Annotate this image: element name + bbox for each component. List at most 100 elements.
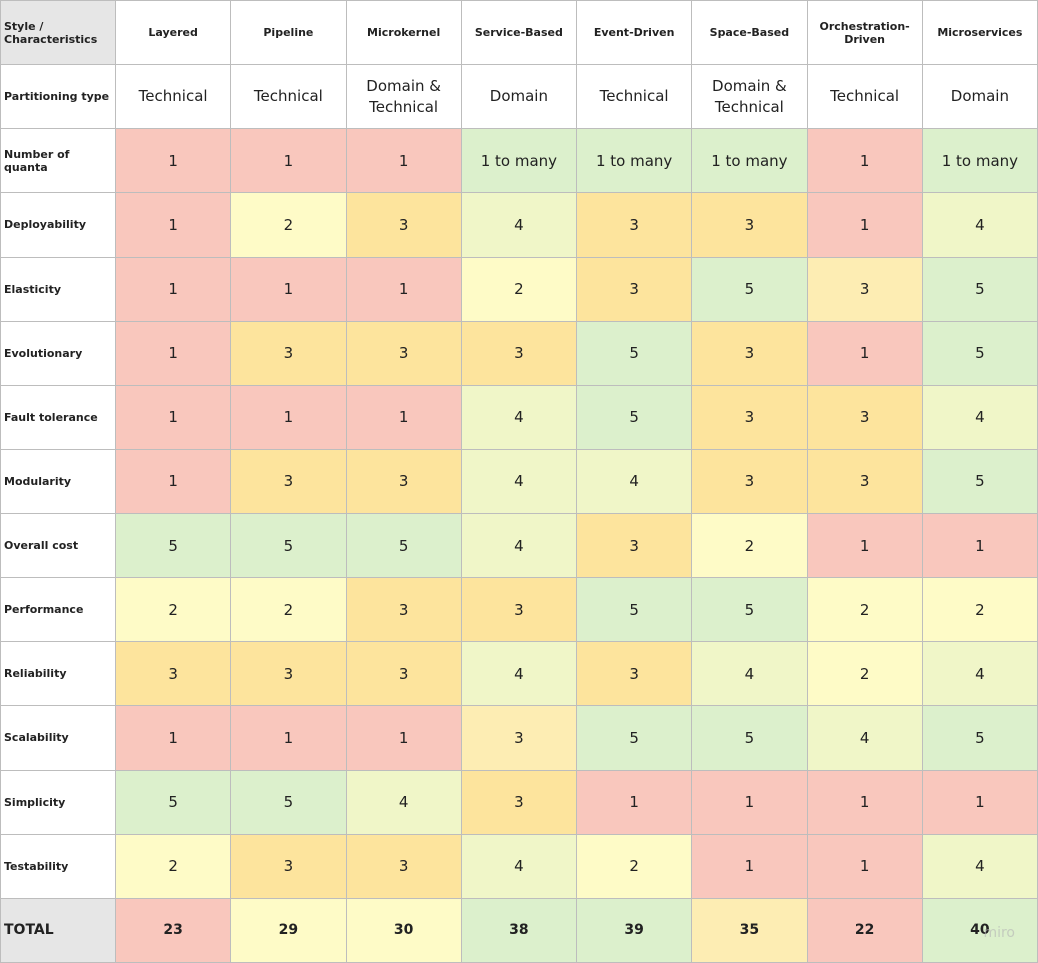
- row-header: Simplicity: [0, 769, 116, 835]
- table-cell: 3: [806, 384, 923, 450]
- table-cell: 3: [575, 192, 693, 258]
- table-cell: 5: [575, 705, 693, 771]
- row-header: Overall cost: [0, 512, 116, 579]
- table-cell: 1: [345, 705, 462, 771]
- table-cell: 1: [806, 833, 923, 899]
- column-header: Microkernel: [345, 0, 462, 66]
- table-cell: 1: [806, 192, 923, 258]
- table-cell: 5: [345, 512, 462, 579]
- table-cell: 5: [575, 384, 693, 450]
- row-header: Modularity: [0, 448, 116, 515]
- table-row: Evolutionary 1 3 3 3 5 3 1 5: [0, 320, 1038, 386]
- table-cell: 1 to many: [921, 128, 1038, 194]
- table-cell: 3: [575, 641, 693, 707]
- table-cell: 1: [345, 384, 462, 450]
- table-cell: 4: [345, 769, 462, 835]
- table-cell: 5: [575, 320, 693, 386]
- table-cell: 5: [691, 705, 808, 771]
- row-header: Scalability: [0, 705, 116, 771]
- table-cell: 1: [921, 512, 1038, 579]
- table-cell: 1: [114, 448, 232, 515]
- total-row: TOTAL 23 29 30 38 39 35 22 40 miro: [0, 897, 1038, 963]
- table-cell: 1: [921, 769, 1038, 835]
- table-cell: 1: [114, 320, 232, 386]
- table-cell: 1: [691, 769, 808, 835]
- table-cell: 2: [114, 833, 232, 899]
- table-cell: 1: [345, 256, 462, 322]
- table-row: Performance 2 2 3 3 5 5 2 2: [0, 577, 1038, 643]
- table-cell: 5: [921, 256, 1038, 322]
- table-row: Deployability 1 2 3 4 3 3 1 4: [0, 192, 1038, 258]
- table-cell: Technical: [230, 64, 347, 130]
- column-header: Orchestration-Driven: [806, 0, 923, 66]
- table-row: Fault tolerance 1 1 1 4 5 3 3 4: [0, 384, 1038, 450]
- table-cell: Technical: [575, 64, 693, 130]
- table-cell: 3: [575, 256, 693, 322]
- table-cell: 3: [806, 256, 923, 322]
- table-cell: 3: [345, 320, 462, 386]
- table-cell: 3: [460, 320, 578, 386]
- column-header: Space-Based: [691, 0, 808, 66]
- corner-header: Style / Characteristics: [0, 0, 116, 66]
- table-cell: 2: [114, 577, 232, 643]
- table-cell: 3: [345, 577, 462, 643]
- table-cell: 1: [114, 705, 232, 771]
- table-cell: 1: [230, 128, 347, 194]
- table-cell: 1: [114, 128, 232, 194]
- table-cell: 4: [460, 448, 578, 515]
- total-cell: 22: [806, 897, 923, 963]
- table-cell: 5: [691, 256, 808, 322]
- table-row: Modularity 1 3 3 4 4 3 3 5: [0, 448, 1038, 515]
- table-cell: 4: [921, 192, 1038, 258]
- total-cell: 39: [575, 897, 693, 963]
- table-cell: 5: [114, 512, 232, 579]
- column-header: Layered: [114, 0, 232, 66]
- table-cell: 1 to many: [460, 128, 578, 194]
- row-header: Evolutionary: [0, 320, 116, 386]
- table-cell: 2: [460, 256, 578, 322]
- table-cell: 1: [806, 128, 923, 194]
- table-row: Scalability 1 1 1 3 5 5 4 5: [0, 705, 1038, 771]
- table-cell: 5: [921, 320, 1038, 386]
- table-cell: 2: [921, 577, 1038, 643]
- table-cell: 5: [230, 769, 347, 835]
- row-header: Number of quanta: [0, 128, 116, 194]
- table-cell: 1: [114, 384, 232, 450]
- table-cell: 3: [691, 192, 808, 258]
- header-row: Style / Characteristics Layered Pipeline Mi…: [0, 0, 1038, 66]
- table-cell: 4: [460, 512, 578, 579]
- table-cell: 4: [921, 641, 1038, 707]
- column-header: Event-Driven: [575, 0, 693, 66]
- table-cell: 3: [345, 448, 462, 515]
- table-cell: 5: [230, 512, 347, 579]
- row-header: Testability: [0, 833, 116, 899]
- row-header: TOTAL: [0, 897, 116, 963]
- table-cell: 3: [575, 512, 693, 579]
- table-cell: 1: [114, 192, 232, 258]
- table-cell: 1: [114, 256, 232, 322]
- table-cell: 4: [575, 448, 693, 515]
- table-cell: 3: [460, 577, 578, 643]
- table-cell: 1: [230, 256, 347, 322]
- table-cell: 1 to many: [575, 128, 693, 194]
- table-cell: Technical: [806, 64, 923, 130]
- table-cell: 4: [460, 192, 578, 258]
- column-header: Pipeline: [230, 0, 347, 66]
- table-cell: Domain: [460, 64, 578, 130]
- table-cell: 1: [575, 769, 693, 835]
- table-cell: Technical: [114, 64, 232, 130]
- row-header: Performance: [0, 577, 116, 643]
- table-cell: 2: [575, 833, 693, 899]
- total-cell: 38: [460, 897, 578, 963]
- table-cell: Domain & Technical: [691, 64, 808, 130]
- table-cell: 3: [691, 320, 808, 386]
- table-cell: 2: [691, 512, 808, 579]
- table-cell: 3: [230, 320, 347, 386]
- row-header: Fault tolerance: [0, 384, 116, 450]
- table-row: Partitioning type Technical Technical Domai…: [0, 64, 1038, 130]
- column-header: Microservices: [921, 0, 1038, 66]
- table-row: Simplicity 5 5 4 3 1 1 1 1: [0, 769, 1038, 835]
- table-cell: 3: [230, 833, 347, 899]
- miro-watermark: miro: [983, 924, 1015, 941]
